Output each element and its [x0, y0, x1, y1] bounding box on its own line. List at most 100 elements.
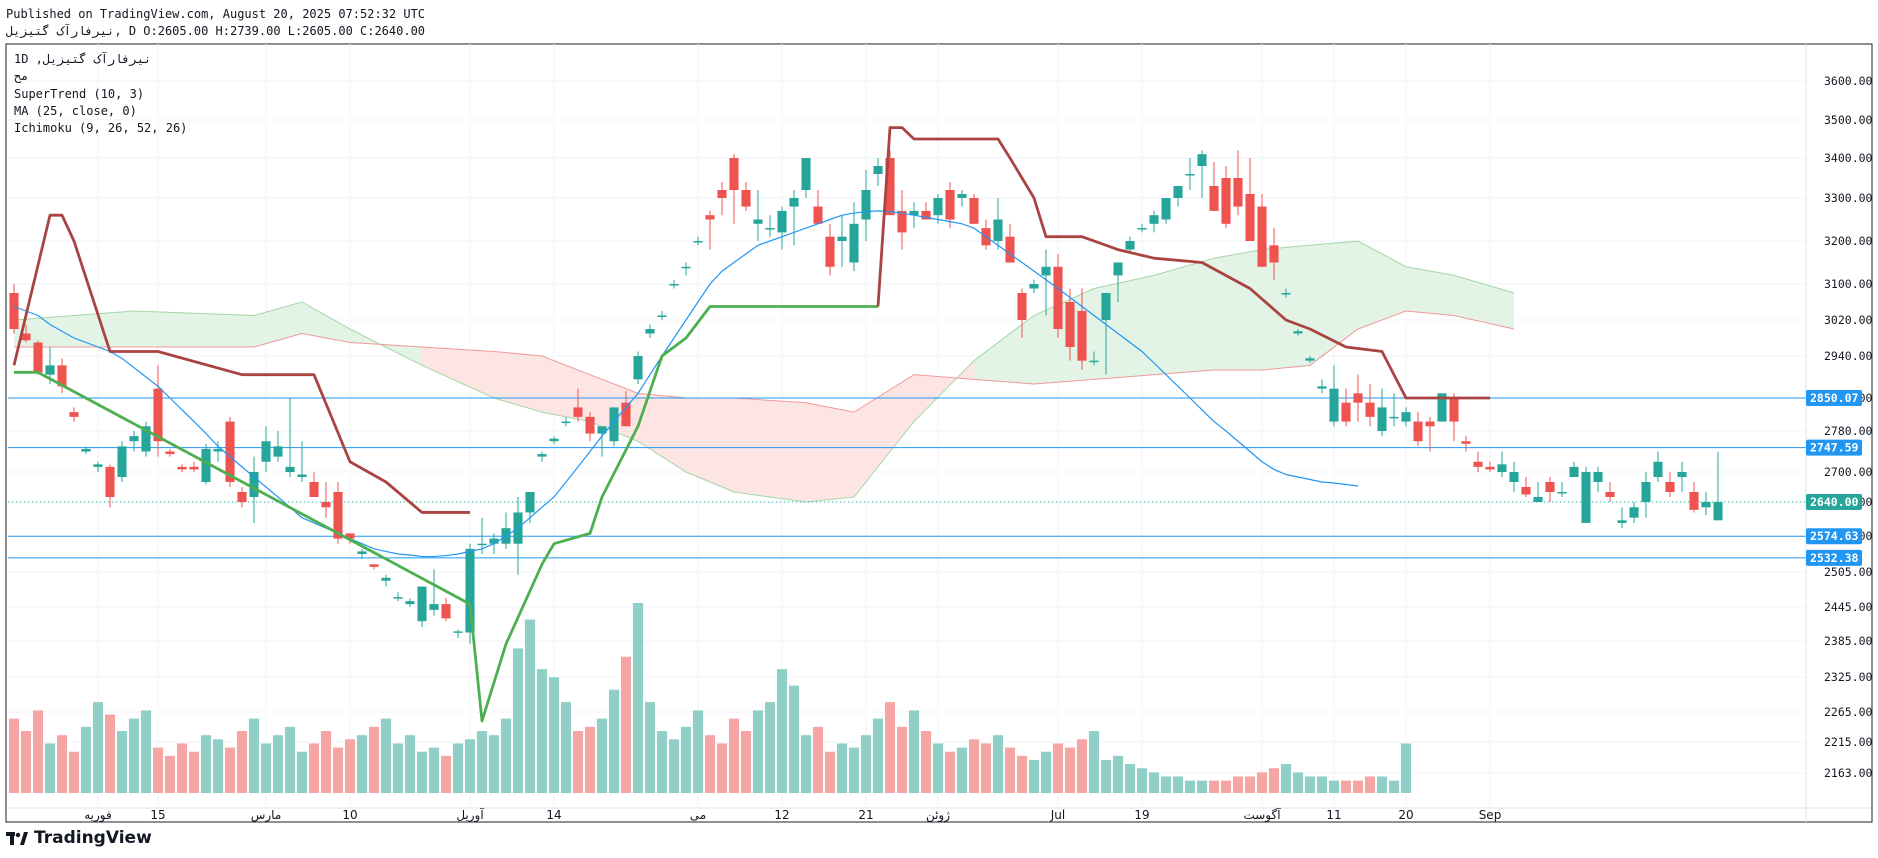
volume-bar [584, 726, 596, 793]
y-tick-label: 3300.00 [1824, 191, 1873, 205]
cloud-segment [134, 311, 254, 347]
volume-bar [908, 710, 920, 793]
candle-body [705, 215, 715, 220]
volume-bar [560, 702, 572, 793]
volume-bar [176, 743, 188, 793]
volume-bar [1280, 764, 1292, 793]
volume-bar [980, 743, 992, 793]
candle-body [1197, 154, 1207, 166]
x-tick-label: آگوست [1243, 807, 1281, 823]
candle-body [1329, 388, 1339, 422]
x-tick-label: فوریه [84, 808, 112, 823]
legend-supertrend: SuperTrend (10, 3) [14, 87, 145, 101]
candle-body [1485, 466, 1495, 470]
volume-bar [56, 735, 68, 793]
candle-body [489, 538, 499, 544]
volume-bar [20, 731, 32, 793]
y-tick-label: 2325.00 [1824, 670, 1873, 684]
y-tick-label: 2700.00 [1824, 465, 1873, 479]
candle-body [753, 219, 763, 224]
candle-body [261, 441, 271, 462]
volume-bar [356, 735, 368, 793]
cloud-segment [806, 402, 854, 502]
volume-bar [1160, 776, 1172, 793]
volume-bar [512, 648, 524, 793]
candle-body [537, 454, 547, 457]
candle-body [1065, 302, 1075, 347]
y-axis-panel [1806, 45, 1871, 808]
candle-body [1149, 215, 1159, 224]
candle-body [21, 333, 31, 341]
cloud-segment [422, 347, 494, 398]
cloud-segment [1406, 266, 1454, 316]
candles [9, 150, 1723, 644]
supertrend-up-line [14, 305, 878, 723]
volume-bar [680, 726, 692, 793]
candle-body [357, 551, 367, 554]
ichimoku-cloud [13, 240, 1515, 503]
ohlc-line: نیرفارآک گتیزیل, D O:2605.00 H:2739.00 L… [6, 24, 426, 38]
candle-body [957, 194, 967, 198]
x-tick-label: 20 [1398, 808, 1413, 822]
candle-body [81, 448, 91, 452]
volume-bar [1148, 772, 1160, 793]
volume-bar [392, 743, 404, 793]
cloud-segment [494, 351, 542, 413]
candle-body [213, 448, 223, 452]
volume-bar [284, 726, 296, 793]
candle-body [681, 266, 691, 269]
candle-body [1521, 487, 1531, 495]
volume-bar [1040, 751, 1052, 793]
candle-body [621, 402, 631, 427]
candle-body [1665, 482, 1675, 492]
volume-bar [920, 731, 932, 793]
volume-bar [788, 685, 800, 793]
volume-bar [1376, 776, 1388, 793]
brand-name: TradingView [34, 828, 152, 848]
candle-body [1461, 441, 1471, 444]
volume-bar [1388, 780, 1400, 793]
volume-bar [1100, 759, 1112, 793]
tradingview-footer[interactable]: TradingView [6, 828, 152, 848]
volume-bar [632, 603, 644, 793]
x-tick-label: 19 [1134, 808, 1149, 822]
candle-body [837, 236, 847, 241]
candle-body [237, 492, 247, 502]
candle-body [1677, 472, 1687, 477]
candle-body [1401, 412, 1411, 422]
volume-bar [764, 702, 776, 793]
y-tick-label: 3200.00 [1824, 234, 1873, 248]
candle-body [1077, 311, 1087, 361]
volume-bar [776, 669, 788, 793]
volume-bar [644, 702, 656, 793]
volume-bars [8, 603, 1412, 793]
candle-body [1533, 497, 1543, 502]
volume-bar [932, 743, 944, 793]
candle-body [1605, 492, 1615, 497]
cloud-segment [854, 374, 914, 497]
volume-bar [692, 710, 704, 793]
volume-bar [92, 702, 104, 793]
y-tick-label: 3020.00 [1824, 313, 1873, 327]
candle-body [45, 365, 55, 375]
x-tick-label: 12 [774, 808, 789, 822]
candle-body [1353, 393, 1363, 403]
candle-body [1497, 464, 1507, 472]
candle-body [1689, 492, 1699, 510]
candle-body [885, 158, 895, 216]
volume-bar [260, 743, 272, 793]
last-price-label: 2640.00 [1810, 495, 1859, 509]
x-axis: فوریه 15 مارس 10 آوریل 14 می 12 21 ژوئن Jul 19 آگوست… [8, 807, 1871, 823]
senkou-b-line [14, 310, 1515, 413]
candle-body [1233, 178, 1243, 207]
volume-bar [104, 714, 116, 793]
candle-body [1245, 194, 1255, 241]
candle-body [1137, 228, 1147, 230]
volume-bar [884, 702, 896, 793]
x-tick-label: مارس [251, 808, 282, 823]
volume-bar [1352, 780, 1364, 793]
volume-bar [812, 726, 824, 793]
candle-body [1281, 293, 1291, 295]
volume-bar [1316, 776, 1328, 793]
